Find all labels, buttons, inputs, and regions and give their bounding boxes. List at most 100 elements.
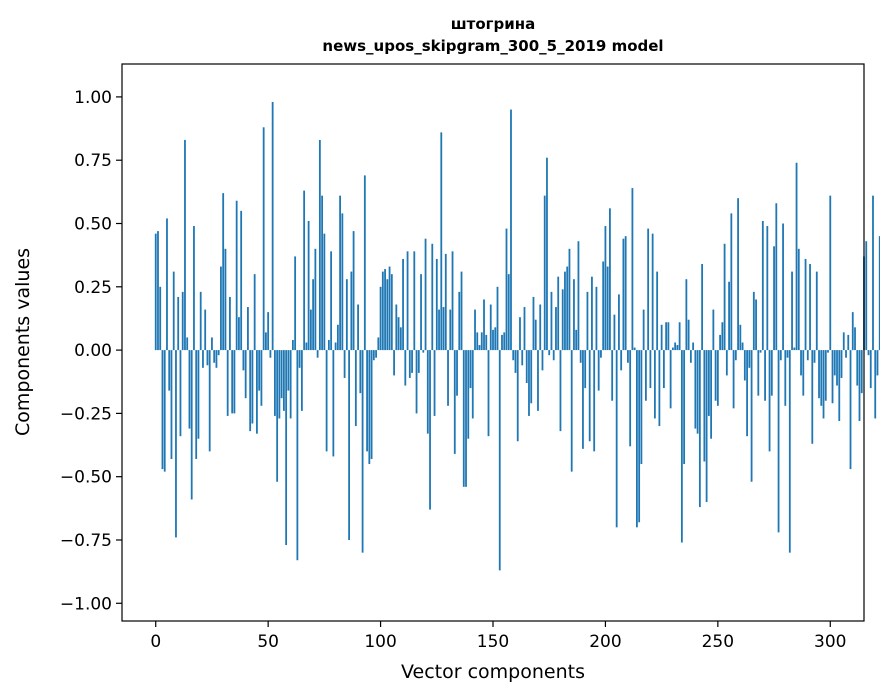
x-tick-label: 150	[477, 632, 509, 652]
bar	[712, 309, 715, 351]
bar	[555, 307, 557, 351]
bar	[507, 274, 510, 351]
bar	[573, 279, 575, 351]
bar	[300, 350, 303, 411]
y-tick-label: −1.00	[60, 594, 112, 614]
bar	[453, 350, 456, 454]
bar	[379, 286, 382, 351]
bar	[368, 350, 371, 465]
bar	[586, 291, 589, 351]
bar	[435, 258, 438, 351]
bar	[265, 332, 267, 351]
bar	[181, 291, 184, 351]
bar	[318, 139, 321, 351]
x-axis-ticks: 0 50 100 150 200 250 300	[150, 621, 846, 652]
bar	[845, 350, 847, 358]
bar	[730, 213, 733, 351]
bar	[609, 208, 611, 351]
bar	[561, 289, 564, 351]
bar	[487, 350, 490, 437]
bar	[420, 274, 422, 351]
bar	[206, 350, 209, 366]
bar	[345, 279, 348, 351]
bar	[258, 350, 261, 391]
bar	[595, 286, 598, 351]
bar	[224, 248, 227, 351]
bar	[566, 266, 569, 351]
bar	[824, 350, 827, 401]
bar	[170, 350, 173, 459]
bar	[705, 350, 708, 503]
bar	[163, 350, 166, 472]
bar	[741, 342, 744, 351]
bar	[496, 286, 499, 351]
bar	[662, 350, 665, 389]
bar	[543, 195, 546, 351]
bar	[775, 203, 778, 351]
bar	[460, 271, 463, 351]
bar	[390, 274, 393, 351]
bar	[312, 279, 315, 351]
y-tick-label: 0.75	[74, 151, 112, 171]
bar	[719, 334, 721, 351]
bar	[860, 350, 863, 394]
bar	[658, 350, 661, 427]
bar	[564, 271, 566, 351]
bar	[725, 350, 728, 376]
bar	[404, 350, 407, 386]
bar	[157, 231, 159, 351]
bar	[442, 307, 445, 351]
bar	[743, 350, 746, 381]
bar	[748, 350, 751, 368]
bar	[485, 334, 488, 351]
bar	[168, 350, 171, 391]
bar	[350, 271, 353, 351]
bar	[761, 220, 764, 351]
bar	[802, 350, 805, 396]
bar	[429, 350, 431, 510]
bar	[752, 291, 755, 351]
bar	[285, 350, 288, 546]
bar	[204, 309, 207, 351]
bar	[593, 350, 596, 452]
bar	[782, 223, 784, 351]
x-tick-label: 300	[814, 632, 846, 652]
bar	[411, 350, 413, 373]
bar	[449, 309, 452, 351]
bar	[323, 233, 326, 351]
bar	[316, 350, 319, 358]
bar	[381, 271, 384, 351]
bar	[645, 350, 647, 401]
y-tick-label: −0.50	[60, 468, 112, 488]
bar	[568, 248, 571, 351]
bar	[361, 350, 364, 553]
bar	[721, 322, 724, 351]
bar	[220, 266, 222, 351]
bar	[251, 350, 254, 424]
y-tick-label: −0.75	[60, 531, 112, 551]
bar	[357, 304, 359, 351]
bar	[793, 347, 796, 351]
bar	[696, 350, 699, 434]
bar	[854, 327, 856, 351]
bar	[647, 228, 650, 351]
x-tick-label: 50	[257, 632, 279, 652]
bar	[447, 350, 449, 406]
bar	[226, 350, 229, 416]
bar	[548, 350, 551, 356]
bar	[840, 350, 843, 378]
bar	[458, 291, 461, 351]
bar	[256, 350, 258, 434]
bar	[280, 350, 283, 399]
bar	[737, 198, 739, 351]
bar	[723, 243, 726, 351]
bar	[271, 101, 274, 351]
bar	[190, 350, 193, 500]
x-tick-label: 0	[150, 632, 161, 652]
bar	[501, 334, 503, 351]
bar	[444, 253, 447, 351]
bar	[332, 350, 335, 457]
y-axis-label: Components values	[12, 248, 34, 436]
bar	[321, 195, 324, 351]
